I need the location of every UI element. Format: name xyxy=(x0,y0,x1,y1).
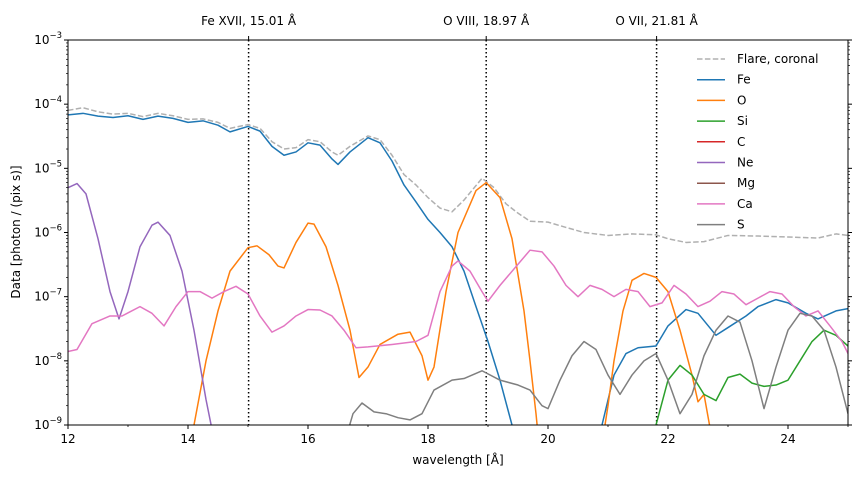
y-tick-label-5: 10−4 xyxy=(34,95,62,111)
y-tick-label-6: 10−3 xyxy=(34,31,62,47)
x-tick-label-4: 20 xyxy=(540,432,555,446)
series-line-si xyxy=(655,329,848,425)
legend-label-7: Ca xyxy=(737,197,753,211)
x-tick-label-6: 24 xyxy=(780,432,795,446)
x-axis-label: wavelength [Å] xyxy=(412,452,503,467)
series-line-ne xyxy=(68,182,212,425)
series-line-flare-coronal xyxy=(68,106,848,244)
series-line-ca xyxy=(68,249,848,354)
y-tick-label-4: 10−5 xyxy=(34,159,62,175)
reference-lines xyxy=(247,40,658,425)
x-tick-label-3: 18 xyxy=(420,432,435,446)
legend-label-2: O xyxy=(737,93,746,107)
x-tick-label-2: 16 xyxy=(300,432,315,446)
legend: Flare, coronal Fe O Si C Ne Mg Ca S xyxy=(697,52,819,232)
series-line-s xyxy=(348,312,848,425)
x-tick-label-0: 12 xyxy=(60,432,75,446)
y-axis: 10−9 10−8 10−7 10−6 10−5 10−4 10−3 xyxy=(34,31,852,432)
series-line-o xyxy=(193,181,711,425)
legend-label-6: Mg xyxy=(737,176,755,190)
reference-line-label-1: O VIII, 18.97 Å xyxy=(443,13,530,28)
x-axis: 12 14 16 18 20 22 24 xyxy=(60,425,849,446)
legend-label-0: Flare, coronal xyxy=(737,52,819,66)
legend-label-5: Ne xyxy=(737,156,753,170)
legend-label-1: Fe xyxy=(737,73,751,87)
y-tick-label-0: 10−9 xyxy=(34,416,62,432)
legend-label-8: S xyxy=(737,218,745,232)
y-tick-label-3: 10−6 xyxy=(34,224,62,240)
reference-line-label-0: Fe XVII, 15.01 Å xyxy=(201,13,297,28)
y-axis-label: Data [photon / (pix s)] xyxy=(9,165,23,298)
y-tick-label-1: 10−8 xyxy=(34,352,62,368)
top-axis-line-labels: Fe XVII, 15.01 Å O VIII, 18.97 Å O VII, 21… xyxy=(201,13,699,40)
x-tick-label-1: 14 xyxy=(180,432,195,446)
legend-label-3: Si xyxy=(737,114,748,128)
series-layer xyxy=(68,106,848,425)
series-line-fe xyxy=(68,112,848,425)
y-tick-label-2: 10−7 xyxy=(34,288,62,304)
x-tick-label-5: 22 xyxy=(660,432,675,446)
reference-line-label-2: O VII, 21.81 Å xyxy=(615,13,698,28)
legend-label-4: C xyxy=(737,135,745,149)
